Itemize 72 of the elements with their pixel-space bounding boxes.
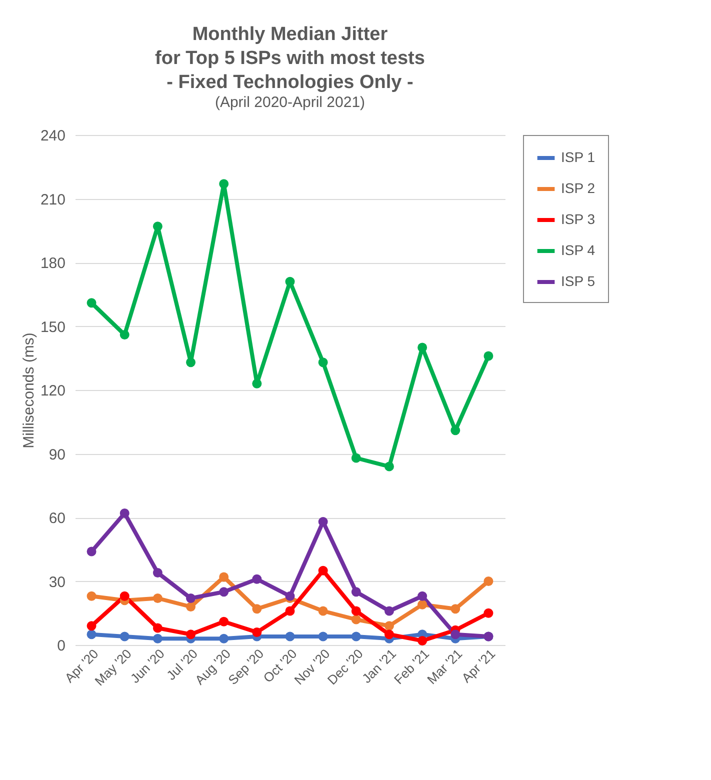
point [384, 462, 394, 472]
point [318, 517, 328, 526]
point [484, 351, 494, 361]
legend-label: ISP 1 [561, 149, 596, 165]
point [186, 358, 196, 368]
point [152, 634, 162, 644]
point [152, 594, 162, 603]
point [318, 358, 328, 368]
y-tick-label: 210 [40, 191, 66, 208]
y-tick-label: 30 [48, 574, 66, 591]
y-tick-label: 0 [57, 638, 66, 654]
point [484, 576, 494, 586]
point [152, 623, 162, 633]
legend-label: ISP 2 [561, 180, 596, 196]
point [152, 222, 162, 232]
point [186, 594, 196, 603]
point [285, 276, 295, 286]
point [86, 621, 96, 631]
point [351, 587, 361, 597]
point [384, 630, 394, 640]
point [120, 330, 130, 340]
point [450, 426, 460, 436]
point [384, 606, 394, 616]
y-tick-label: 90 [48, 446, 66, 464]
y-tick-label: 60 [48, 510, 66, 527]
point [351, 632, 361, 642]
point [252, 574, 262, 584]
point [318, 606, 328, 616]
point [318, 566, 328, 576]
legend-label: ISP 4 [561, 242, 596, 258]
point [86, 591, 96, 601]
point [120, 508, 130, 518]
point [351, 453, 361, 463]
point [484, 608, 494, 618]
y-tick-label: 150 [40, 318, 66, 336]
point [86, 546, 96, 556]
point [384, 621, 394, 631]
point [186, 630, 196, 640]
point [252, 604, 262, 614]
point [219, 616, 229, 626]
point [86, 630, 96, 640]
chart-title: Monthly Median Jitter for Top 5 ISPs with most tests - Fixed Technologies Only - [155, 24, 425, 93]
point [418, 600, 428, 610]
y-tick-label: 180 [40, 255, 66, 272]
point [152, 568, 162, 578]
point [120, 632, 130, 642]
point [252, 628, 262, 637]
point [450, 604, 460, 614]
point [219, 634, 229, 644]
legend-label: ISP 3 [561, 211, 596, 227]
y-tick-label: 120 [40, 382, 66, 400]
point [418, 636, 428, 646]
point [219, 179, 229, 189]
point [318, 632, 328, 642]
y-tick-label: 240 [40, 128, 66, 144]
point [219, 572, 229, 582]
point [351, 606, 361, 616]
point [86, 298, 96, 308]
legend-label: ISP 5 [561, 273, 596, 289]
point [120, 591, 130, 601]
point [450, 630, 460, 640]
y-axis-title: Milliseconds (ms) [20, 332, 38, 448]
point [351, 614, 361, 624]
point [186, 602, 196, 612]
point [418, 342, 428, 352]
chart-subtitle: (April 2020-April 2021) [214, 94, 366, 111]
point [219, 587, 229, 597]
point [418, 591, 428, 601]
point [285, 591, 295, 601]
point [285, 606, 295, 616]
point [285, 632, 295, 642]
point [252, 378, 262, 388]
